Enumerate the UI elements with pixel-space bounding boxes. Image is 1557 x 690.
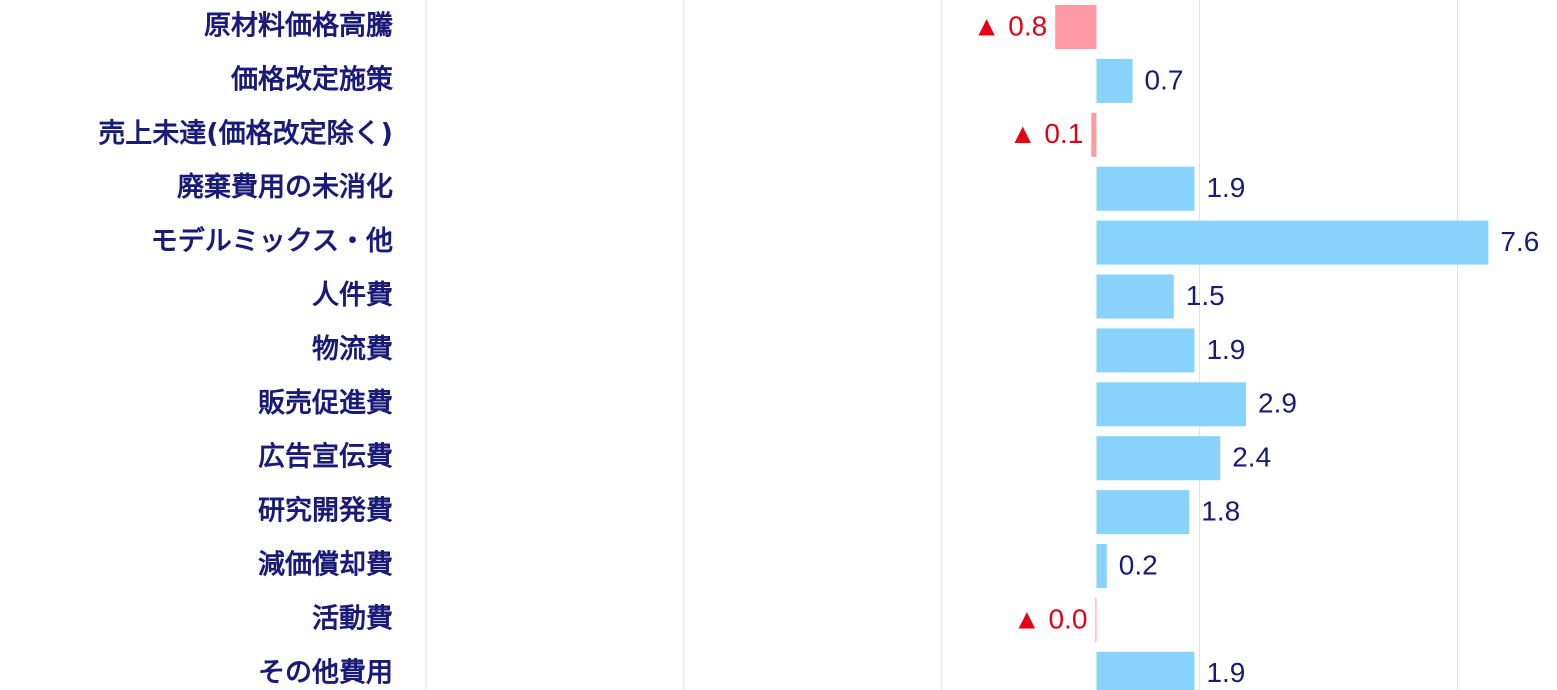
value-label: 1.9	[1206, 334, 1245, 365]
bar	[1055, 5, 1097, 49]
bar	[1096, 382, 1247, 427]
category-label: 研究開発費	[258, 495, 393, 527]
category-label: その他費用	[258, 657, 393, 688]
value-label: ▲ 0.8	[973, 10, 1047, 41]
value-label: 0.2	[1119, 549, 1158, 580]
value-label: 1.9	[1206, 172, 1245, 203]
bar	[1095, 597, 1097, 642]
value-label: 2.9	[1258, 388, 1297, 419]
bar	[1096, 328, 1195, 373]
category-label: 活動費	[312, 603, 393, 634]
bar	[1096, 651, 1195, 690]
category-label: 広告宣伝費	[258, 441, 393, 473]
value-label: 7.6	[1500, 226, 1539, 257]
value-label: 1.5	[1186, 280, 1225, 311]
value-label: 0.7	[1145, 64, 1184, 95]
category-label: 物流費	[312, 334, 393, 365]
bar	[1096, 58, 1133, 103]
bar	[1096, 220, 1489, 265]
value-label: 1.9	[1206, 657, 1245, 688]
category-label: 原材料価格高騰	[204, 10, 394, 42]
value-label: 1.8	[1201, 495, 1240, 526]
value-label: ▲ 0.1	[1009, 118, 1083, 149]
category-label: 人件費	[312, 280, 393, 311]
category-label: 廃棄費用の未消化	[177, 171, 393, 203]
category-label: 売上未達(価格改定除く)	[98, 117, 393, 149]
bar	[1091, 112, 1097, 157]
bar	[1096, 166, 1195, 211]
bar	[1096, 274, 1174, 319]
category-label: 価格改定施策	[230, 63, 394, 95]
bar	[1096, 436, 1221, 481]
category-label: モデルミックス・他	[151, 225, 393, 257]
bar	[1096, 544, 1107, 588]
bar	[1096, 490, 1190, 535]
category-label: 減価償却費	[258, 550, 393, 581]
category-label: 販売促進費	[258, 388, 393, 419]
value-label: ▲ 0.0	[1013, 603, 1087, 634]
value-label: 2.4	[1232, 442, 1271, 473]
